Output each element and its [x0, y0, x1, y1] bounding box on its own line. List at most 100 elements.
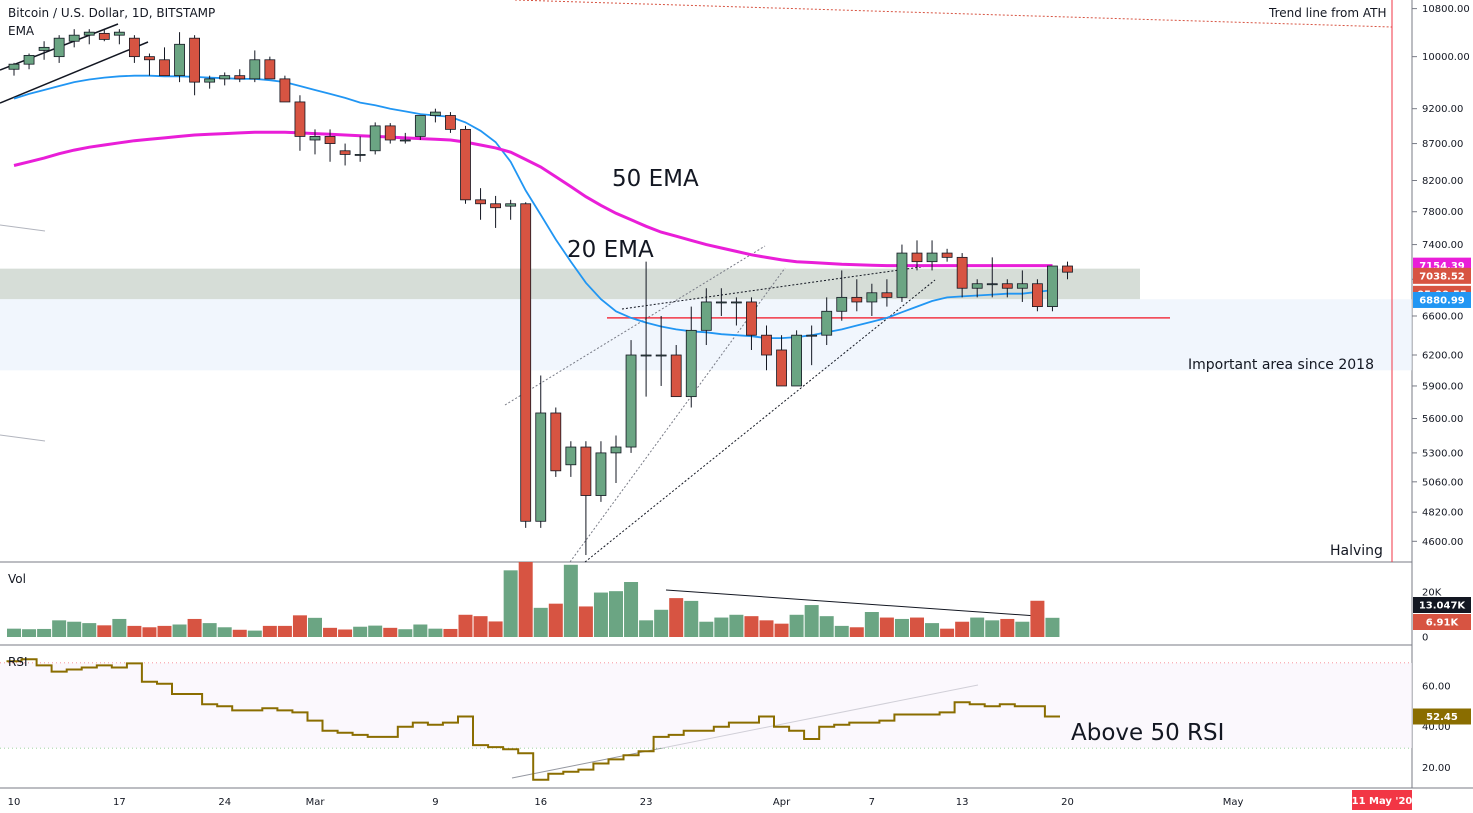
candle[interactable]: [761, 325, 772, 371]
candle[interactable]: [731, 297, 742, 326]
candle[interactable]: [535, 375, 547, 528]
candle[interactable]: [279, 75, 291, 103]
candle[interactable]: [234, 69, 246, 83]
candle[interactable]: [941, 248, 953, 262]
candle[interactable]: [505, 199, 517, 220]
candle[interactable]: [113, 29, 125, 45]
dotted-trendline-4[interactable]: [621, 264, 936, 310]
candle[interactable]: [911, 240, 923, 271]
volume-bar: [699, 621, 714, 637]
time-tick-label: 9: [432, 797, 438, 808]
dotted-trendline-1[interactable]: [504, 245, 766, 406]
candle[interactable]: [144, 53, 155, 76]
candle[interactable]: [128, 35, 140, 63]
candle[interactable]: [791, 330, 802, 387]
ema-50-line[interactable]: [13, 130, 1053, 268]
candle[interactable]: [264, 56, 276, 80]
candle[interactable]: [53, 35, 65, 63]
candle[interactable]: [219, 72, 231, 86]
trendline-from-ath[interactable]: [514, 0, 1393, 28]
candle[interactable]: [38, 41, 50, 60]
candle[interactable]: [429, 108, 441, 123]
candle[interactable]: [159, 47, 170, 77]
candle[interactable]: [986, 257, 998, 298]
candle[interactable]: [971, 279, 983, 298]
annotation-trendline-ath[interactable]: Trend line from ATH: [1268, 6, 1387, 20]
volume-bar: [834, 625, 849, 637]
candle[interactable]: [836, 270, 848, 321]
candle[interactable]: [776, 335, 787, 387]
candle[interactable]: [1032, 279, 1043, 312]
candle[interactable]: [956, 253, 968, 298]
candle[interactable]: [715, 288, 727, 316]
candle[interactable]: [174, 32, 185, 83]
channel-line-lower[interactable]: [0, 41, 149, 104]
candle-body: [700, 301, 712, 331]
candle[interactable]: [550, 407, 562, 477]
candle[interactable]: [294, 95, 306, 151]
annotation-halving[interactable]: Halving: [1330, 543, 1383, 559]
candle[interactable]: [68, 29, 80, 48]
volume-bar: [22, 629, 37, 637]
volume-trendline[interactable]: [665, 589, 1038, 617]
candle[interactable]: [580, 441, 592, 556]
candle[interactable]: [8, 62, 20, 76]
candle[interactable]: [565, 441, 577, 477]
candle[interactable]: [610, 435, 622, 484]
candle[interactable]: [354, 136, 366, 162]
candle[interactable]: [595, 441, 607, 502]
volume-bar: [533, 607, 548, 637]
candle[interactable]: [670, 345, 682, 398]
candle[interactable]: [384, 123, 396, 144]
annotation-important-area[interactable]: Important area since 2018: [1188, 357, 1374, 373]
annotation-above-50-rsi[interactable]: Above 50 RSI: [1071, 720, 1224, 746]
candle[interactable]: [414, 115, 426, 140]
price-tick-label: 4600.00: [1422, 537, 1463, 548]
candle[interactable]: [851, 279, 863, 312]
candle[interactable]: [324, 129, 336, 162]
candle[interactable]: [520, 202, 532, 528]
candle[interactable]: [1016, 270, 1028, 302]
candle[interactable]: [926, 240, 938, 271]
candle[interactable]: [475, 188, 486, 220]
candle[interactable]: [204, 75, 216, 89]
candle[interactable]: [1001, 279, 1013, 298]
annotation-50-ema[interactable]: 50 EMA: [612, 166, 699, 192]
volume-bar: [985, 620, 1000, 637]
candle[interactable]: [249, 50, 261, 83]
candle[interactable]: [866, 283, 878, 316]
candle[interactable]: [83, 29, 95, 45]
volume-bar: [639, 620, 654, 637]
candle[interactable]: [896, 244, 908, 302]
annotation-20-ema[interactable]: 20 EMA: [567, 237, 654, 263]
candle[interactable]: [625, 340, 637, 453]
candle[interactable]: [655, 315, 667, 386]
candle[interactable]: [806, 325, 818, 366]
candle[interactable]: [23, 53, 35, 70]
candle[interactable]: [1047, 265, 1058, 312]
candle[interactable]: [640, 261, 652, 397]
dotted-trendline-2[interactable]: [569, 267, 786, 563]
candle[interactable]: [98, 29, 110, 42]
rsi-line[interactable]: [6, 658, 1061, 781]
candle[interactable]: [700, 288, 712, 346]
candle[interactable]: [445, 112, 456, 133]
dotted-trendline-3[interactable]: [584, 279, 936, 563]
candle[interactable]: [369, 122, 381, 155]
candle[interactable]: [189, 35, 201, 96]
candle[interactable]: [399, 132, 411, 144]
candle[interactable]: [460, 125, 471, 204]
candle[interactable]: [685, 306, 697, 408]
volume-bar: [804, 605, 819, 637]
candle[interactable]: [881, 279, 893, 307]
candle[interactable]: [490, 195, 502, 228]
candle[interactable]: [746, 297, 757, 350]
ema-20-line[interactable]: [13, 74, 1053, 340]
gray-zone[interactable]: [0, 268, 1140, 300]
candle[interactable]: [1062, 261, 1073, 280]
candle[interactable]: [309, 129, 321, 155]
candle[interactable]: [821, 297, 833, 346]
volume-bar: [548, 603, 563, 637]
candle[interactable]: [339, 143, 351, 166]
